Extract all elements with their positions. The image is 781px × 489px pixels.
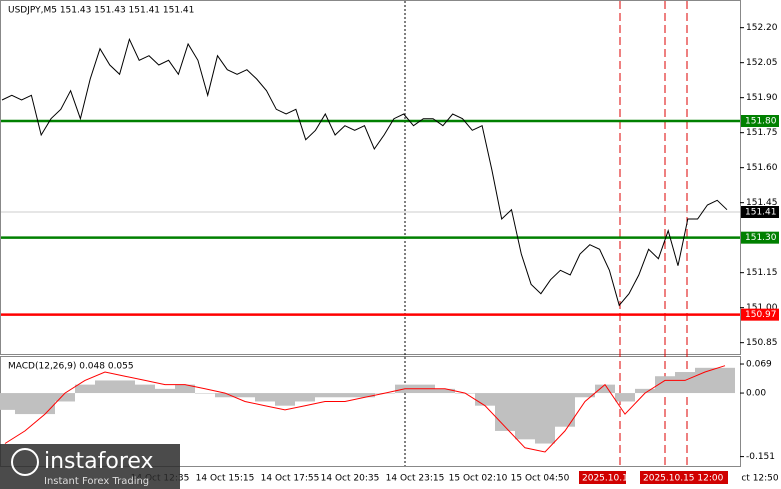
histogram-bar (595, 384, 615, 394)
current-price-label: 151.41 (745, 208, 777, 218)
chart-title: USDJPY,M5 151.43 151.43 151.41 151.41 (8, 6, 194, 16)
histogram-bar (115, 380, 135, 394)
histogram-bar (475, 393, 495, 406)
y-tick-label: -0.151 (746, 452, 775, 462)
histogram-bar (335, 393, 355, 398)
level-label: 151.80 (745, 117, 777, 127)
price-line (1, 37, 728, 307)
histogram-bar (155, 388, 175, 394)
histogram-bar (255, 393, 275, 402)
histogram-bar (555, 393, 575, 427)
histogram-bar (215, 393, 235, 398)
histogram-bar (235, 393, 255, 398)
y-tick-label: 152.20 (746, 23, 778, 33)
histogram-bar (0, 393, 15, 410)
y-tick-label: 151.75 (746, 128, 778, 138)
histogram-bar (575, 393, 595, 398)
histogram-bar (35, 393, 55, 415)
watermark-brand: instaforex (44, 449, 154, 474)
current-price-bg (741, 206, 779, 218)
histogram-bar (495, 393, 515, 431)
histogram-bar (435, 388, 455, 394)
x-tick-label: ct 12:50 (741, 474, 779, 484)
x-tick-label: 14 Oct 23:15 (386, 474, 445, 484)
x-tick-label: 14 Oct 15:15 (196, 474, 255, 484)
y-tick-label: 0.00 (746, 389, 766, 399)
time-marker-label: 2025.10.1 (582, 474, 628, 484)
histogram-bar (355, 393, 375, 398)
y-tick-label: 151.15 (746, 268, 778, 278)
x-tick-label: 14 Oct 20:35 (321, 474, 380, 484)
time-marker-bg (579, 471, 626, 484)
y-tick-label: 151.60 (746, 163, 778, 173)
histogram-bar (715, 367, 735, 394)
histogram-bar (135, 384, 155, 394)
watermark-logo (11, 448, 39, 476)
level-label-bg (741, 115, 779, 127)
histogram-bar (315, 393, 335, 398)
histogram-bar (635, 388, 655, 394)
level-label: 150.97 (745, 310, 777, 320)
watermark: instaforex Instant Forex Trading (0, 444, 180, 489)
signal-line (4, 365, 726, 453)
level-label: 151.30 (745, 233, 777, 243)
histogram-bar (515, 393, 535, 440)
macd-title: MACD(12,26,9) 0.048 0.055 (8, 362, 134, 372)
watermark-tagline: Instant Forex Trading (44, 476, 149, 487)
y-tick-label: 150.85 (746, 338, 778, 348)
x-tick-label: 15 Oct 02:10 (449, 474, 508, 484)
plot-layer: 152.20152.05151.90151.75151.60151.45151.… (0, 23, 779, 484)
histogram-bar (675, 372, 695, 394)
histogram-bar (535, 393, 555, 444)
histogram-bar (95, 380, 115, 394)
y-tick-label: 151.45 (746, 198, 778, 208)
histogram-bar (195, 393, 215, 394)
y-tick-label: 152.05 (746, 58, 778, 68)
histogram-bar (295, 393, 315, 402)
watermark-bg (0, 444, 180, 489)
time-marker-bg (640, 471, 728, 484)
y-tick-label: 151.00 (746, 303, 778, 313)
histogram-bar (15, 393, 35, 415)
y-tick-label: 0.069 (746, 360, 772, 370)
x-tick-label: 15 Oct 04:50 (511, 474, 570, 484)
histogram-bar (55, 393, 75, 402)
histogram-bar (275, 393, 295, 406)
histogram-bar (75, 384, 95, 394)
x-tick-label: 14 Oct 17:55 (261, 474, 320, 484)
y-tick-label: 151.90 (746, 93, 778, 103)
price-frame (0, 0, 741, 355)
histogram-bar (175, 384, 195, 394)
time-marker-label: 2025.10.15 12:00 (643, 474, 724, 484)
level-label-bg (741, 308, 779, 321)
level-label-bg (741, 231, 779, 244)
histogram-bar (615, 393, 635, 402)
